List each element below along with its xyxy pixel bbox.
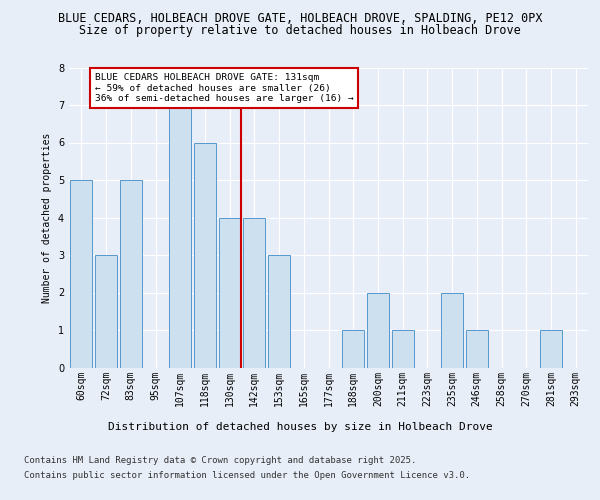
Bar [392, 330, 414, 368]
Bar [70, 180, 92, 368]
Text: BLUE CEDARS HOLBEACH DROVE GATE: 131sqm
← 59% of detached houses are smaller (26: BLUE CEDARS HOLBEACH DROVE GATE: 131sqm … [95, 73, 354, 103]
Bar [367, 292, 389, 368]
Bar [268, 255, 290, 368]
Text: Contains HM Land Registry data © Crown copyright and database right 2025.: Contains HM Land Registry data © Crown c… [24, 456, 416, 465]
Bar [169, 105, 191, 368]
Text: Size of property relative to detached houses in Holbeach Drove: Size of property relative to detached ho… [79, 24, 521, 37]
Text: BLUE CEDARS, HOLBEACH DROVE GATE, HOLBEACH DROVE, SPALDING, PE12 0PX: BLUE CEDARS, HOLBEACH DROVE GATE, HOLBEA… [58, 12, 542, 26]
Bar [119, 180, 142, 368]
Text: Distribution of detached houses by size in Holbeach Drove: Distribution of detached houses by size … [107, 422, 493, 432]
Bar [540, 330, 562, 368]
Bar [342, 330, 364, 368]
Y-axis label: Number of detached properties: Number of detached properties [43, 132, 52, 302]
Bar [218, 218, 241, 368]
Bar [243, 218, 265, 368]
Bar [194, 142, 216, 368]
Bar [466, 330, 488, 368]
Text: Contains public sector information licensed under the Open Government Licence v3: Contains public sector information licen… [24, 471, 470, 480]
Bar [95, 255, 117, 368]
Bar [441, 292, 463, 368]
